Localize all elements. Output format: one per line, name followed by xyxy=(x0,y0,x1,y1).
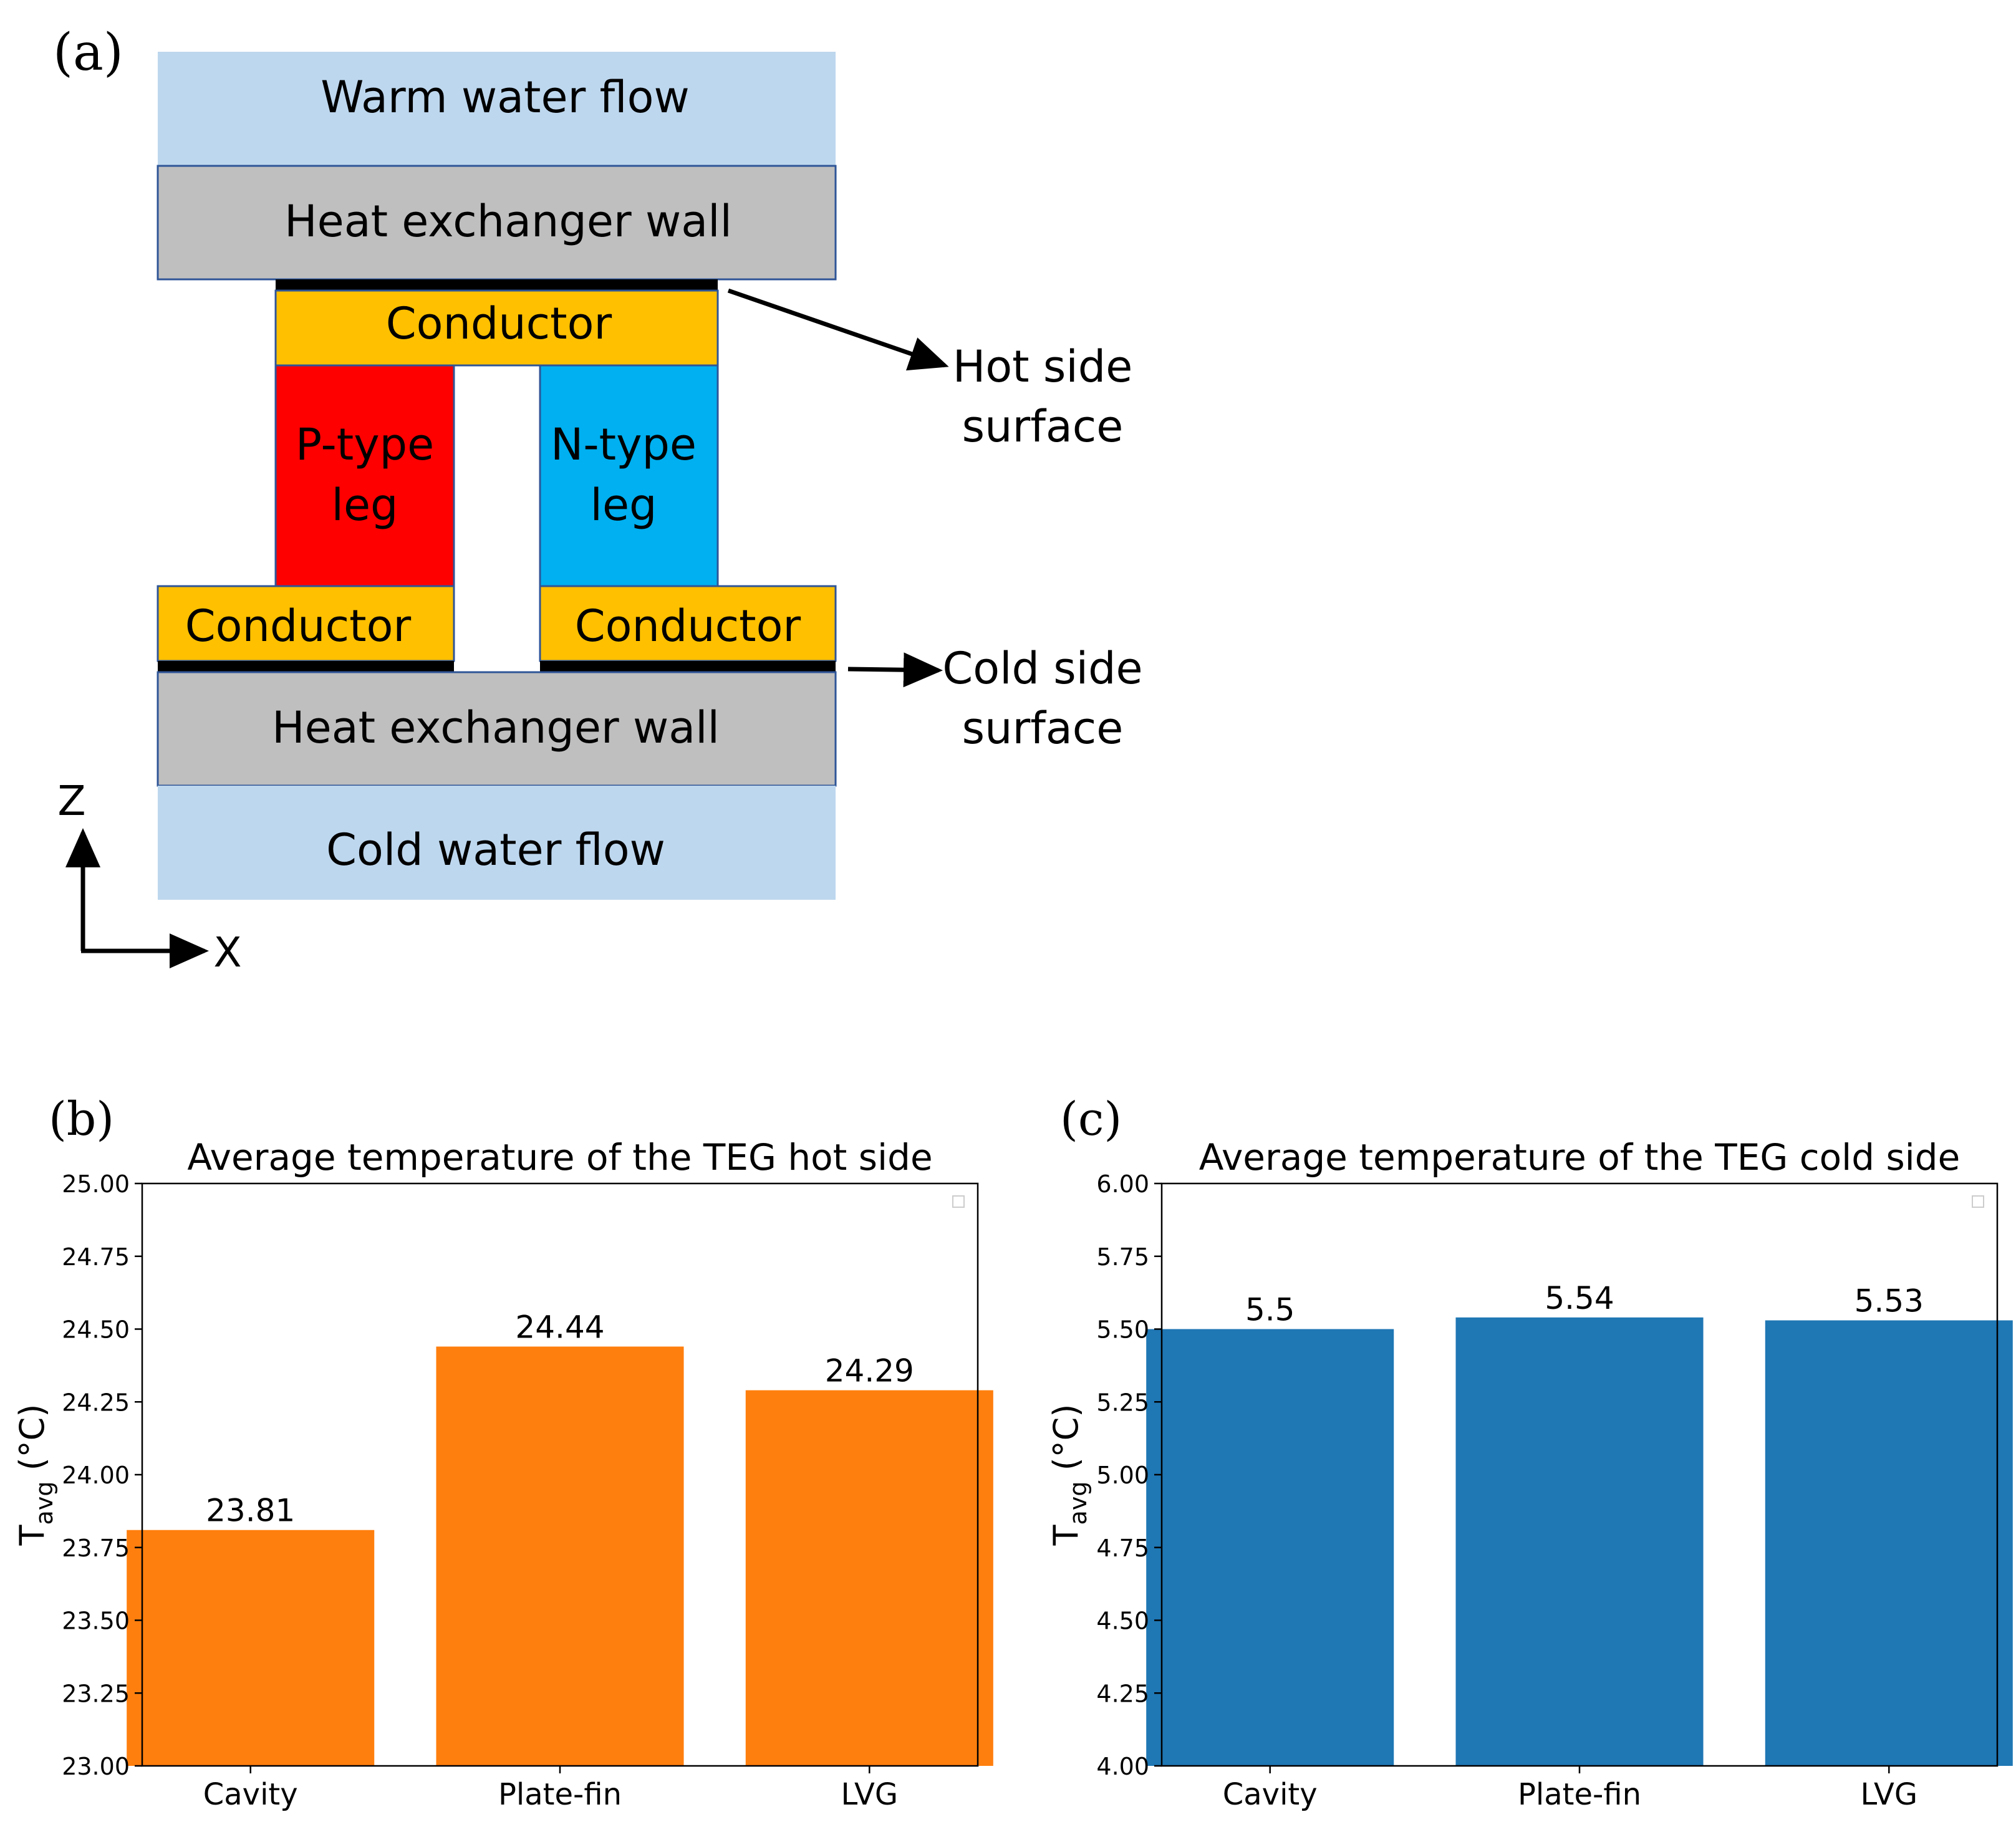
panel-label-a: (a) xyxy=(53,23,123,82)
y-tick-label: 24.25 xyxy=(62,1389,130,1416)
y-tick-label: 25.00 xyxy=(62,1170,130,1198)
bar-value-label: 24.44 xyxy=(515,1309,604,1346)
hx-wall-bottom-label: Heat exchanger wall xyxy=(272,702,720,753)
x-tick-label: Cavity xyxy=(1223,1777,1318,1812)
y-tick-label: 24.75 xyxy=(62,1243,130,1271)
cold-side-surface-strip-right xyxy=(540,661,836,672)
legend-box xyxy=(1972,1195,1984,1208)
p-type-leg-label-line1: P-type xyxy=(296,419,434,470)
conductor-bottom-right-label: Conductor xyxy=(575,600,801,652)
y-tick-label: 23.25 xyxy=(62,1680,130,1707)
x-tick-label: LVG xyxy=(841,1777,899,1812)
hot-side-surface-strip xyxy=(276,279,718,291)
cold-side-surface-strip-left xyxy=(158,661,454,672)
bar xyxy=(1765,1320,2013,1766)
plot-frame xyxy=(1160,1182,1999,1767)
panel-label: (c) xyxy=(1060,1092,1122,1146)
bar xyxy=(1455,1317,1704,1766)
y-tick-label: 5.00 xyxy=(1096,1462,1149,1489)
y-tick-label: 5.25 xyxy=(1096,1389,1149,1416)
bar-value-label: 5.54 xyxy=(1545,1280,1614,1316)
bar-value-label: 23.81 xyxy=(206,1493,295,1529)
y-tick-label: 5.75 xyxy=(1096,1243,1149,1271)
teg-diagram: (a) Warm water flow Heat exchanger wall … xyxy=(53,23,1143,976)
cold-side-annotation-line2: surface xyxy=(962,703,1124,754)
y-tick-label: 4.25 xyxy=(1096,1680,1149,1707)
panel-label: (b) xyxy=(49,1092,114,1146)
bar xyxy=(1146,1329,1394,1766)
hx-wall-top-label: Heat exchanger wall xyxy=(284,196,732,247)
conductor-top-label: Conductor xyxy=(386,298,612,349)
conductor-top xyxy=(274,289,719,367)
x-tick-label: Plate-fin xyxy=(1518,1777,1641,1812)
legend-box xyxy=(952,1195,965,1208)
conductor-bottom-left xyxy=(157,585,455,662)
bar-value-label: 24.29 xyxy=(825,1353,914,1389)
warm-water-layer xyxy=(158,52,836,166)
y-tick-label: 5.50 xyxy=(1096,1316,1149,1344)
y-tick-label: 4.50 xyxy=(1096,1608,1149,1635)
chart-hot-side: (b) Average temperature of the TEG hot si… xyxy=(12,1092,993,1812)
y-axis-label: Tavg (°C) xyxy=(1046,1404,1092,1546)
hot-side-arrow xyxy=(727,288,949,371)
p-type-leg xyxy=(274,364,455,587)
y-tick-label: 23.50 xyxy=(62,1608,130,1635)
hot-side-annotation-line2: surface xyxy=(962,401,1124,452)
y-tick-label: 6.00 xyxy=(1096,1170,1149,1198)
n-type-leg-label-line1: N-type xyxy=(551,419,697,470)
bar-value-label: 5.53 xyxy=(1854,1283,1924,1319)
chart-title: Average temperature of the TEG hot side xyxy=(187,1136,932,1179)
chart-cold-side: (c) Average temperature of the TEG cold s… xyxy=(1046,1092,2013,1812)
y-tick-label: 23.00 xyxy=(62,1753,130,1780)
chart-title: Average temperature of the TEG cold side xyxy=(1199,1136,1961,1179)
z-axis-label: Z xyxy=(57,777,85,825)
bar-charts: (b) Average temperature of the TEG hot si… xyxy=(12,1092,2013,1812)
cold-side-annotation-line1: Cold side xyxy=(942,643,1142,694)
plot-frame xyxy=(141,1182,979,1767)
y-tick-label: 24.50 xyxy=(62,1316,130,1344)
y-tick-label: 24.00 xyxy=(62,1462,130,1489)
x-tick-label: Cavity xyxy=(203,1777,298,1812)
bar xyxy=(127,1530,375,1766)
conductor-bottom-left-label: Conductor xyxy=(185,600,412,652)
hx-wall-top xyxy=(157,165,837,281)
n-type-leg xyxy=(539,364,719,587)
n-type-leg-label-line2: leg xyxy=(591,480,657,531)
cold-side-arrow xyxy=(847,652,943,688)
y-tick-label: 4.00 xyxy=(1096,1753,1149,1780)
warm-water-label: Warm water flow xyxy=(321,72,689,123)
bar xyxy=(745,1390,993,1766)
y-axis-label: Tavg (°C) xyxy=(12,1404,58,1546)
y-tick-label: 4.75 xyxy=(1096,1535,1149,1562)
y-tick-label: 23.75 xyxy=(62,1535,130,1562)
p-type-leg-label-line2: leg xyxy=(332,480,398,531)
x-tick-label: LVG xyxy=(1861,1777,1918,1812)
bar xyxy=(436,1346,684,1766)
cold-water-layer xyxy=(158,786,836,900)
bar-value-label: 5.5 xyxy=(1245,1292,1295,1328)
cold-water-label: Cold water flow xyxy=(326,824,665,875)
x-tick-label: Plate-fin xyxy=(498,1777,622,1812)
hot-side-annotation-line1: Hot side xyxy=(953,341,1133,392)
x-axis-label: X xyxy=(213,928,241,976)
